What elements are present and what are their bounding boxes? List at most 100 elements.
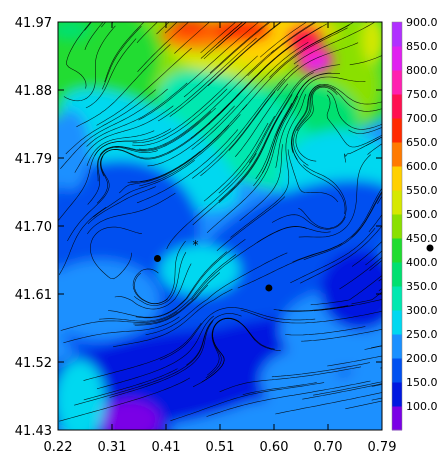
streamline bbox=[326, 90, 382, 130]
colorbar-label: 250.0 bbox=[406, 328, 438, 341]
markers: * bbox=[153, 238, 273, 292]
streamlines bbox=[58, 22, 382, 422]
streamline bbox=[183, 22, 271, 98]
streamline bbox=[262, 79, 310, 174]
streamline bbox=[216, 22, 247, 49]
streamline bbox=[339, 256, 382, 290]
streamline bbox=[186, 313, 242, 366]
streamline bbox=[164, 22, 178, 34]
streamline bbox=[147, 105, 235, 167]
streamline bbox=[136, 129, 239, 204]
colorbar-swatch bbox=[392, 22, 402, 47]
streamline bbox=[96, 123, 211, 204]
streamline bbox=[134, 240, 186, 304]
streamline bbox=[134, 252, 187, 306]
y-tick-label: 41.79 bbox=[15, 152, 52, 167]
streamline bbox=[65, 89, 156, 155]
x-tick-label: 0.41 bbox=[152, 440, 181, 455]
streamline bbox=[87, 146, 158, 205]
streamline bbox=[114, 263, 192, 310]
streamline bbox=[84, 22, 104, 51]
streamline bbox=[83, 368, 178, 401]
y-tick-label: 41.97 bbox=[15, 16, 52, 31]
streamline bbox=[59, 377, 191, 422]
streamline bbox=[133, 272, 221, 325]
colorbar-label: 300.0 bbox=[406, 304, 438, 317]
streamline bbox=[278, 304, 354, 312]
streamline bbox=[290, 227, 376, 284]
x-tick-label: 0.22 bbox=[44, 440, 73, 455]
colorbar-swatch bbox=[392, 214, 402, 239]
streamline bbox=[292, 187, 382, 263]
streamline bbox=[76, 44, 171, 128]
streamline bbox=[285, 326, 366, 336]
streamline bbox=[242, 382, 317, 396]
streamline bbox=[273, 305, 349, 312]
streamline bbox=[136, 22, 158, 44]
streamline bbox=[351, 291, 382, 305]
streamline bbox=[313, 381, 382, 396]
colorbar-swatch bbox=[392, 142, 402, 167]
streamline bbox=[345, 400, 382, 410]
y-tick-label: 41.70 bbox=[15, 220, 52, 235]
streamline bbox=[275, 392, 382, 415]
station-dot-marker bbox=[153, 254, 161, 262]
streamline bbox=[96, 47, 192, 126]
x-tick-label: 0.70 bbox=[314, 440, 343, 455]
streamline bbox=[301, 328, 382, 342]
streamline bbox=[218, 115, 275, 194]
streamline bbox=[248, 64, 341, 163]
streamline bbox=[230, 94, 307, 238]
colorbar-swatch bbox=[392, 286, 402, 311]
colorbar-swatch bbox=[392, 310, 402, 335]
streamline bbox=[271, 214, 346, 230]
streamline bbox=[96, 315, 214, 390]
streamline bbox=[208, 23, 327, 125]
streamline bbox=[207, 22, 282, 87]
colorbar-swatch bbox=[392, 70, 402, 95]
colorbar-swatch bbox=[392, 190, 402, 215]
star-marker: * bbox=[193, 238, 199, 252]
streamline bbox=[74, 105, 174, 173]
streamline bbox=[159, 307, 316, 361]
streamline bbox=[63, 316, 180, 344]
x-tick-label: 0.51 bbox=[206, 440, 235, 455]
colorbar-label: 550.0 bbox=[406, 184, 438, 197]
streamline bbox=[277, 42, 359, 91]
legend-dot-marker bbox=[426, 244, 434, 252]
x-tick-label: 0.60 bbox=[260, 440, 289, 455]
streamline bbox=[327, 355, 382, 367]
colorbar-swatch bbox=[392, 166, 402, 191]
streamline bbox=[270, 22, 316, 54]
colorbar-label: 750.0 bbox=[406, 88, 438, 101]
streamline bbox=[138, 22, 260, 121]
streamline bbox=[293, 85, 337, 166]
streamline bbox=[348, 126, 382, 134]
streamline bbox=[104, 22, 145, 83]
streamline bbox=[150, 22, 151, 23]
streamline bbox=[349, 55, 382, 66]
colorbar-label: 900.0 bbox=[406, 16, 438, 29]
streamline bbox=[132, 55, 258, 144]
streamline bbox=[209, 22, 270, 74]
colorbar-swatch bbox=[392, 262, 402, 287]
streamline bbox=[228, 91, 276, 151]
colorbar-label: 400.0 bbox=[406, 256, 438, 269]
streamline bbox=[157, 37, 257, 122]
streamline bbox=[139, 114, 241, 187]
streamline bbox=[60, 88, 168, 169]
colorbar-swatch bbox=[392, 46, 402, 71]
streamline bbox=[107, 251, 228, 318]
streamline bbox=[303, 191, 382, 261]
streamline bbox=[365, 250, 382, 266]
y-tick-label: 41.88 bbox=[15, 84, 52, 99]
streamline bbox=[58, 207, 107, 275]
colorbar-swatch bbox=[392, 334, 402, 359]
streamline bbox=[218, 72, 314, 202]
streamline bbox=[192, 318, 256, 388]
streamline bbox=[326, 94, 382, 148]
streamline bbox=[192, 110, 283, 226]
x-axis: 0.22 0.31 0.41 0.51 0.60 0.70 0.79 bbox=[44, 22, 396, 455]
streamline bbox=[86, 82, 188, 147]
